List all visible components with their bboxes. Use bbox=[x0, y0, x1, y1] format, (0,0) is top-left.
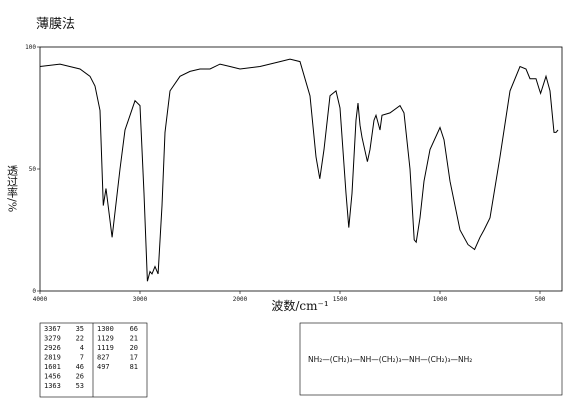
y-tick-label: 0 bbox=[32, 288, 36, 295]
peak-table-cell: 46 bbox=[76, 363, 84, 371]
peak-table-cell: 827 bbox=[97, 354, 110, 362]
x-tick-label: 1500 bbox=[333, 296, 348, 303]
x-tick-label: 4000 bbox=[33, 296, 48, 303]
peak-table-cell: 22 bbox=[76, 335, 84, 343]
peak-table-cell: 20 bbox=[130, 344, 138, 352]
peak-table-cell: 1300 bbox=[97, 325, 114, 333]
peak-table-cell: 1129 bbox=[97, 335, 114, 343]
y-axis-label: 透过率/% bbox=[6, 165, 19, 212]
spectrum-line bbox=[39, 58, 559, 282]
y-tick-label: 50 bbox=[29, 166, 37, 173]
peak-table-cell: 53 bbox=[76, 382, 84, 390]
peak-table-cell: 1601 bbox=[44, 363, 61, 371]
x-tick-label: 3000 bbox=[133, 296, 148, 303]
peak-table-cell: 1363 bbox=[44, 382, 61, 390]
chart-title: 薄膜法 bbox=[36, 17, 75, 32]
peak-table-cell: 1456 bbox=[44, 373, 61, 381]
peak-table-cell: 21 bbox=[130, 335, 138, 343]
peak-table-cell: 2819 bbox=[44, 354, 61, 362]
plot-frame bbox=[39, 46, 563, 292]
peak-table-cell: 497 bbox=[97, 363, 110, 371]
peak-table-cell: 4 bbox=[80, 344, 84, 352]
peak-table-cell: 81 bbox=[130, 363, 138, 371]
formula-frame bbox=[299, 322, 563, 396]
x-tick-label: 2000 bbox=[233, 296, 248, 303]
peak-table-cell: 2926 bbox=[44, 344, 61, 352]
peak-table-cell: 1119 bbox=[97, 344, 114, 352]
peak-table-cell: 7 bbox=[80, 354, 84, 362]
peak-table-cell: 35 bbox=[76, 325, 84, 333]
formula: NH₂—(CH₂)₃—NH—(CH₂)₃—NH—(CH₂)₃—NH₂ bbox=[308, 355, 472, 364]
peak-table-frame bbox=[39, 322, 148, 398]
peak-table-cell: 66 bbox=[130, 325, 138, 333]
x-tick-label: 1000 bbox=[433, 296, 448, 303]
peak-table-cell: 26 bbox=[76, 373, 84, 381]
y-tick-label: 100 bbox=[25, 44, 36, 51]
peak-table-cell: 17 bbox=[130, 354, 138, 362]
x-axis-label: 波数/cm⁻¹ bbox=[271, 298, 328, 313]
peak-table-cell: 3279 bbox=[44, 335, 61, 343]
x-tick-label: 500 bbox=[535, 296, 546, 303]
peak-table-cell: 3367 bbox=[44, 325, 61, 333]
